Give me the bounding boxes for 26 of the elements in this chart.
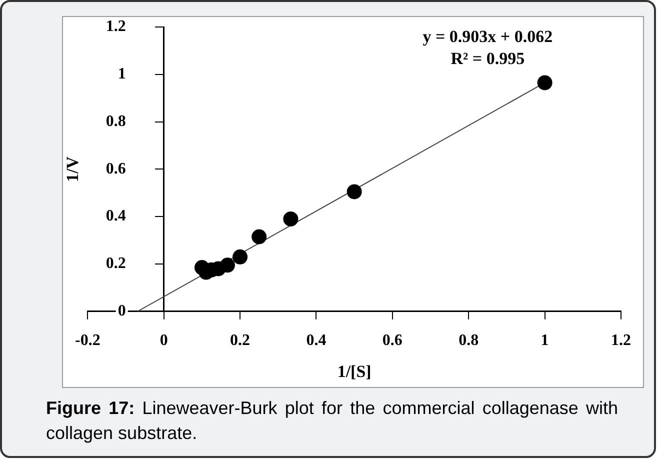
x-tick-label: 1 xyxy=(540,332,549,350)
x-tick-label: 0.8 xyxy=(458,332,479,350)
x-tick-label: -0.2 xyxy=(75,332,100,350)
point xyxy=(283,211,298,226)
y-tick-label: 0.2 xyxy=(106,255,126,272)
point xyxy=(220,258,235,273)
x-axis-title: 1/[S] xyxy=(337,362,372,382)
y-tick-label: 1.2 xyxy=(106,18,126,36)
annotation: R² = 0.995 xyxy=(450,48,525,68)
x-tick-label: 0.2 xyxy=(230,332,250,350)
point xyxy=(346,184,362,200)
point xyxy=(252,229,267,244)
x-tick-label: 0.6 xyxy=(382,332,402,350)
annotation: y = 0.903x + 0.062 xyxy=(422,26,553,46)
y-tick-label: 0 xyxy=(118,302,126,320)
y-tick-label: 0.8 xyxy=(106,112,126,130)
y-tick-label: 0.6 xyxy=(106,160,126,178)
y-tick-label: 1 xyxy=(118,66,126,83)
y-tick-label: 0.4 xyxy=(106,208,126,225)
x-tick-label: 0 xyxy=(160,332,168,350)
y-axis-title: 1/V xyxy=(63,156,82,182)
x-tick-label: 0.4 xyxy=(306,332,326,350)
point xyxy=(537,75,552,90)
caption: Figure 17: Lineweaver-Burk plot for the commercial collagenase with collagen substrate. xyxy=(46,397,618,446)
x-tick-label: 1.2 xyxy=(611,332,631,350)
point xyxy=(232,249,248,264)
